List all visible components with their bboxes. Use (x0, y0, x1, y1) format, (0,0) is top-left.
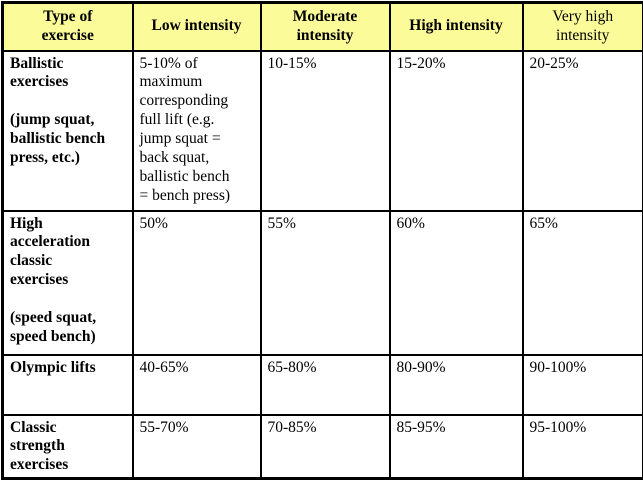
table-row-olympic-lifts: Olympic lifts 40-65% 65-80% 80-90% 90-10… (3, 355, 643, 415)
header-cell-moderate-intensity: Moderate intensity (261, 3, 390, 51)
cell-very-high-intensity-value: 20-25% (523, 51, 643, 211)
header-cell-very-high-intensity: Very high intensity (523, 3, 643, 51)
cell-high-intensity-value: 80-90% (390, 355, 523, 415)
table-row-classic-strength-exercises: Classic strength exercises 55-70% 70-85%… (3, 415, 643, 479)
cell-exercise-type: High acceleration classic exercises (spe… (3, 211, 133, 355)
cell-low-intensity-value: 5-10% of maximum corresponding full lift… (133, 51, 261, 211)
cell-low-intensity-value: 55-70% (133, 415, 261, 479)
header-cell-high-intensity: High intensity (390, 3, 523, 51)
cell-moderate-intensity-value: 55% (261, 211, 390, 355)
header-cell-low-intensity: Low intensity (133, 3, 261, 51)
cell-very-high-intensity-value: 95-100% (523, 415, 643, 479)
cell-moderate-intensity-value: 10-15% (261, 51, 390, 211)
cell-moderate-intensity-value: 70-85% (261, 415, 390, 479)
header-cell-type-of-exercise: Type of exercise (3, 3, 133, 51)
cell-high-intensity-value: 15-20% (390, 51, 523, 211)
cell-low-intensity-value: 50% (133, 211, 261, 355)
table-row-high-acceleration-classic-exercises: High acceleration classic exercises (spe… (3, 211, 643, 355)
cell-high-intensity-value: 60% (390, 211, 523, 355)
table-header-row: Type of exercise Low intensity Moderate … (3, 3, 643, 51)
table-row-ballistic-exercises: Ballistic exercises (jump squat, ballist… (3, 51, 643, 211)
cell-low-intensity-value: 40-65% (133, 355, 261, 415)
cell-high-intensity-value: 85-95% (390, 415, 523, 479)
cell-very-high-intensity-value: 90-100% (523, 355, 643, 415)
cell-exercise-type: Classic strength exercises (3, 415, 133, 479)
cell-moderate-intensity-value: 65-80% (261, 355, 390, 415)
cell-very-high-intensity-value: 65% (523, 211, 643, 355)
cell-exercise-type: Ballistic exercises (jump squat, ballist… (3, 51, 133, 211)
cell-exercise-type: Olympic lifts (3, 355, 133, 415)
